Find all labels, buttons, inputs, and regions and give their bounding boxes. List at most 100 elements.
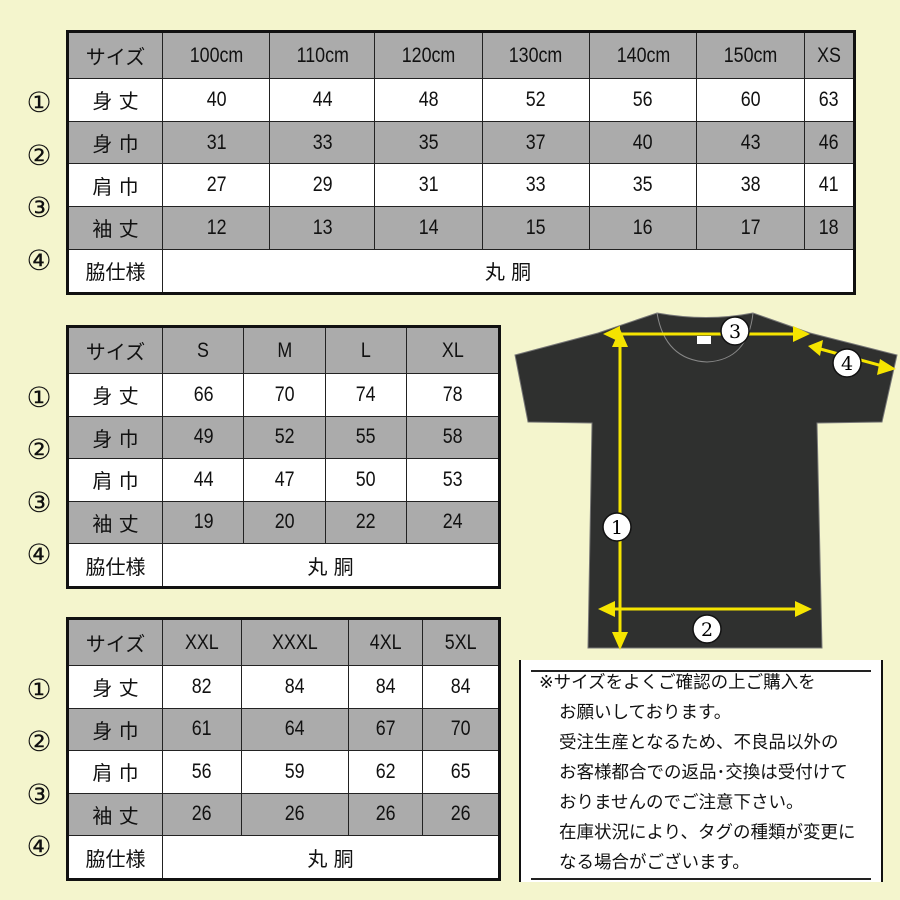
measurement-value: 61 — [192, 717, 213, 741]
row-label: 袖 丈 — [67, 792, 163, 837]
row-marker-2: ② — [26, 138, 52, 172]
row-label: 身 丈 — [67, 78, 163, 122]
size-header: 5XL — [422, 618, 500, 666]
size-name: 120cm — [401, 43, 456, 67]
row-marker-4: ④ — [26, 538, 52, 572]
measurement-value: 65 — [450, 759, 471, 783]
measurement-cell: 84 — [422, 665, 500, 709]
measurement-cell: 31 — [161, 120, 271, 165]
size-label: サイズ — [67, 31, 163, 79]
size-header: 130cm — [481, 31, 590, 79]
measurement-cell: 40 — [161, 78, 271, 122]
size-table-standard: サイズ S M L XL 身 丈 66 70 74 78 身 巾 49 52 55 58 肩 巾 44 47 50 5… — [66, 325, 501, 589]
size-label: サイズ — [67, 326, 163, 374]
row-marker-3: ③ — [26, 191, 52, 225]
measurement-value: 17 — [740, 215, 761, 239]
measurement-value: 35 — [418, 130, 439, 154]
notice-line: お客様都合での返品･交換は受付けて — [559, 763, 848, 783]
measurement-value: 41 — [818, 173, 839, 197]
measurement-cell: 66 — [161, 373, 245, 417]
measurement-value: 40 — [206, 87, 227, 111]
measurement-cell: 55 — [324, 415, 408, 460]
row-marker-1: ① — [26, 672, 52, 706]
measurement-value: 29 — [312, 173, 333, 197]
size-header: XXL — [161, 618, 243, 666]
measurement-cell: 35 — [374, 120, 483, 165]
size-name: 110cm — [296, 43, 349, 67]
measurement-value: 66 — [193, 382, 214, 406]
measurement-cell: 14 — [374, 206, 483, 250]
measurement-cell: 84 — [347, 665, 424, 709]
marker-3: 3 — [729, 321, 741, 343]
size-name: L — [361, 338, 372, 362]
measurement-cell: 38 — [696, 163, 805, 208]
measurement-row: 身 巾 49 52 55 58 — [67, 415, 500, 460]
marker-2: 2 — [701, 619, 713, 641]
measurement-value: 40 — [633, 130, 654, 154]
measurement-value: 59 — [285, 759, 305, 783]
measurement-row: 身 丈 82 84 84 84 — [67, 665, 500, 709]
measurement-value: 70 — [450, 717, 471, 741]
measurement-cell: 24 — [406, 500, 500, 545]
measurement-value: 35 — [633, 173, 654, 197]
measurement-value: 24 — [442, 510, 463, 534]
tag-icon — [697, 336, 711, 344]
measurement-row: 身 巾 31 33 35 37 40 43 46 — [67, 120, 856, 165]
measurement-cell: 15 — [481, 206, 590, 250]
measurement-cell: 78 — [406, 373, 500, 417]
measurement-value: 31 — [418, 173, 439, 197]
size-name: 140cm — [616, 43, 670, 67]
row-label: 肩 巾 — [67, 750, 163, 794]
measurement-value: 64 — [285, 717, 305, 741]
side-seam-value: 丸 胴 — [162, 543, 500, 588]
row-label: 袖 丈 — [67, 500, 163, 545]
row-marker-1: ① — [26, 85, 52, 119]
size-header: XS — [803, 31, 856, 79]
marker-1: 1 — [611, 517, 623, 539]
size-header: XL — [406, 326, 500, 374]
row-marker-2: ② — [26, 433, 52, 467]
row-label: 身 巾 — [67, 415, 163, 460]
measurement-value: 84 — [450, 674, 471, 698]
size-header: 100cm — [161, 31, 271, 79]
size-header: M — [243, 326, 326, 374]
measurement-cell: 70 — [422, 707, 500, 752]
size-header: L — [324, 326, 408, 374]
row-label: 肩 巾 — [67, 163, 163, 208]
notice-line: なる場合がございます。 — [559, 853, 750, 873]
measurement-cell: 52 — [243, 415, 326, 460]
size-table-kids: サイズ 100cm 110cm 120cm 130cm 140cm 150cm XS 身 丈 40… — [66, 30, 856, 295]
measurement-value: 84 — [375, 674, 396, 698]
measurement-cell: 43 — [696, 120, 805, 165]
measurement-value: 27 — [206, 173, 227, 197]
notice-line: お願いしております。 — [559, 703, 732, 723]
measurement-cell: 18 — [803, 206, 856, 250]
measurement-row: 肩 巾 56 59 62 65 — [67, 750, 500, 794]
measurement-cell: 26 — [241, 792, 349, 837]
measurement-value: 14 — [418, 215, 439, 239]
measurement-value: 44 — [312, 87, 333, 111]
row-label: 身 丈 — [67, 665, 163, 709]
measurement-cell: 33 — [481, 163, 590, 208]
measurement-cell: 19 — [161, 500, 245, 545]
measurement-cell: 40 — [588, 120, 698, 165]
measurement-value: 31 — [206, 130, 227, 154]
measurement-value: 82 — [192, 674, 213, 698]
size-header: S — [161, 326, 245, 374]
measurement-value: 46 — [818, 130, 839, 154]
size-table-large: サイズ XXL XXXL 4XL 5XL 身 丈 82 84 84 84 身 巾 61 64 67 70 肩 … — [66, 617, 501, 881]
size-name: M — [277, 338, 293, 362]
measurement-value: 16 — [633, 215, 654, 239]
measurement-cell: 17 — [696, 206, 805, 250]
measurement-cell: 64 — [241, 707, 349, 752]
side-seam-row: 脇仕様丸 胴 — [67, 543, 500, 588]
size-header: 110cm — [269, 31, 376, 79]
notice-line: おりませんのでご注意下さい。 — [559, 793, 804, 813]
measurement-value: 50 — [356, 467, 377, 491]
size-header: XXXL — [241, 618, 349, 666]
measurement-value: 18 — [818, 215, 839, 239]
size-header-row: サイズ S M L XL — [67, 326, 500, 374]
measurement-value: 38 — [740, 173, 761, 197]
measurement-value: 52 — [274, 425, 295, 449]
measurement-value: 58 — [442, 425, 463, 449]
